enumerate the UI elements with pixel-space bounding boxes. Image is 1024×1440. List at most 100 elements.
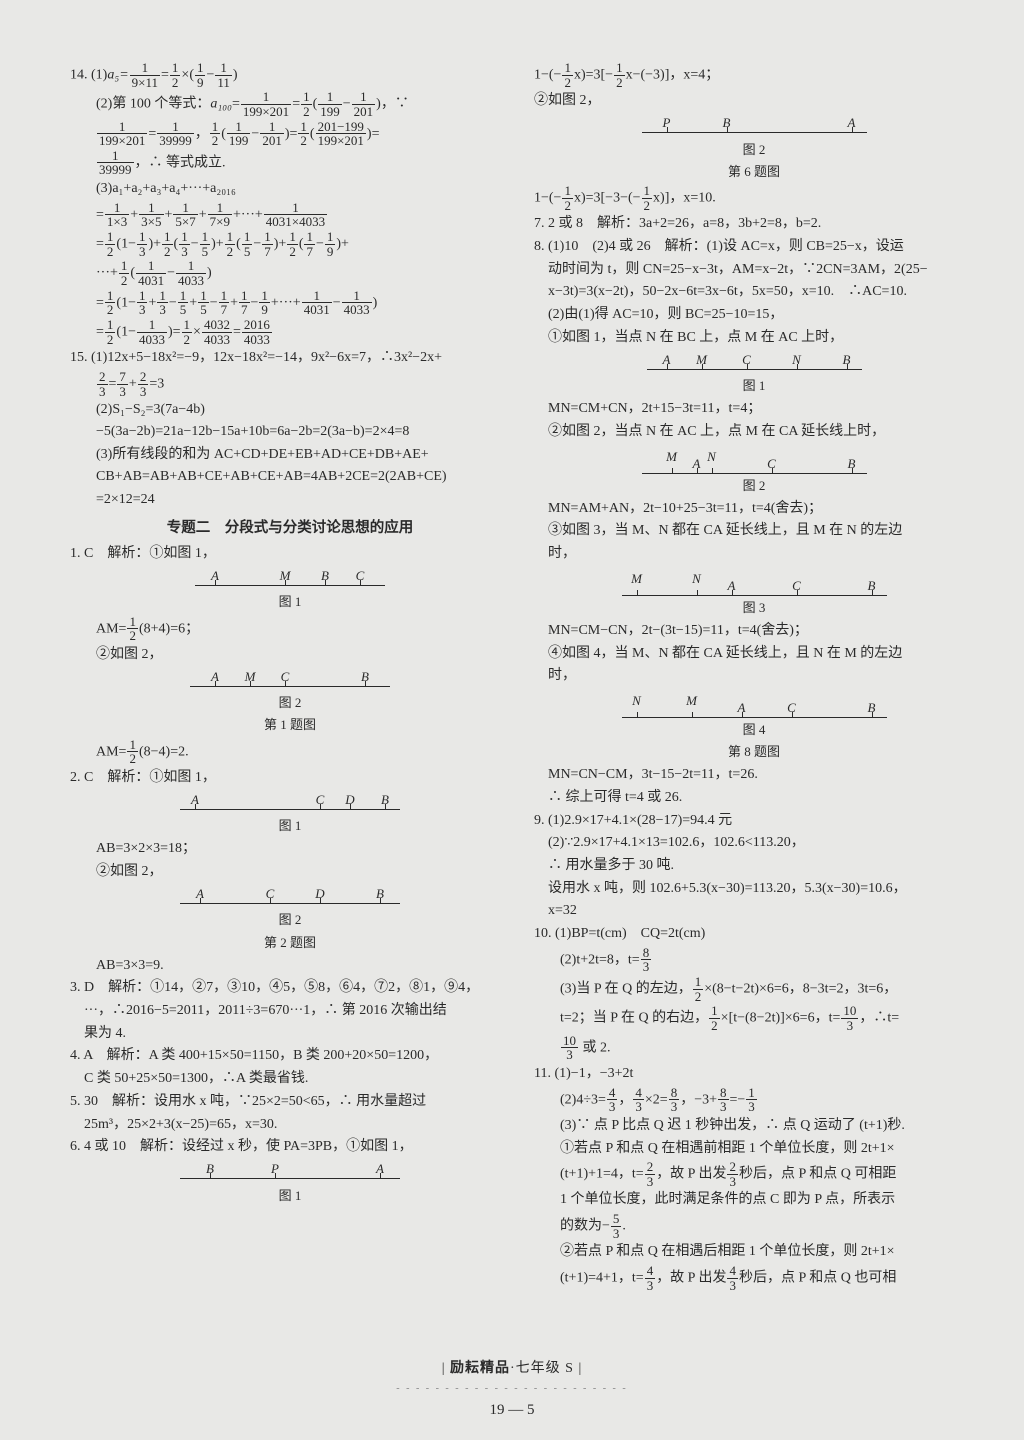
p8-fig4: NMACB图 4第 8 题图 [534, 691, 974, 762]
footer-dash: - - - - - - - - - - - - - - - - - - - - … [0, 1381, 1024, 1397]
q14-10: =12(1−14033)=12×40324033=20164033 [70, 318, 510, 346]
p4a: 4. A 解析：A 类 400+15×50=1150，B 类 200+20×50… [70, 1045, 510, 1067]
q15-3a: (3)所有线段的和为 AC+CD+DE+EB+AD+CE+DB+AE+ [70, 444, 510, 466]
p8-l2: MN=AM+AN，2t−10+25−3t=11，t=4(舍去)； [534, 498, 974, 520]
p8-2e: ④如图 4，当 M、N 都在 CA 延长线上，且 N 在 M 的左边 [534, 643, 974, 665]
q14-3: 1199×201=139999，12(1199−1201)=12(201−199… [70, 120, 510, 148]
p10-2: (2)t+2t=8，t=83 [534, 946, 974, 974]
q15-3c: =2×12=24 [70, 489, 510, 511]
frac: 12 [170, 61, 181, 89]
p11-3b: ①若点 P 和点 Q 在相遇前相距 1 个单位长度，则 2t+1× [534, 1138, 974, 1160]
p7: 7. 2 或 8 解析：3a+2=26，a=8，3b+2=8，b=2. [534, 213, 974, 235]
p1-fig1: AMBC图 1 [70, 569, 510, 613]
p11-3j: (t+1)=4+1，t=43，故 P 出发43秒后，点 P 和点 Q 也可相 [534, 1264, 974, 1292]
p9-2a: (2)∵2.9×17+4.1×13=102.6，102.6<113.20， [534, 832, 974, 854]
footer-text: ·七年级 S | [510, 1361, 582, 1376]
r1: 1−(−12x)=3[−12x−(−3)]，x=4； [534, 61, 974, 89]
q14-7: =12(1−13)+12(13−15)+12(15−17)+12(17−19)+ [70, 230, 510, 258]
p11-2: (2)4÷3=43，43×2=83，−3+83=−13 [534, 1086, 974, 1114]
frac: 19×11 [130, 61, 160, 89]
p1-am1: AM=12(8+4)=6； [70, 615, 510, 643]
p8-2a: (2)由(1)得 AC=10，则 BC=25−10=15， [534, 304, 974, 326]
frac: 1199×201 [241, 90, 291, 118]
q14-1: 14. (1)a₅=19×11=12×(19−111) [70, 61, 510, 89]
p11-3g: 的数为−53. [534, 1212, 974, 1240]
p1-fig2: AMCB图 2第 1 题图 [70, 670, 510, 736]
p10-1: 10. (1)BP=t(cm) CQ=2t(cm) [534, 923, 974, 945]
q15-2: (2)S₁−S₂=3(7a−4b)−5(3a−2b)=21a−12b−15a+1… [70, 399, 510, 442]
p11-3a: (3)∵ 点 P 比点 Q 迟 1 秒钟出发，∴ 点 Q 运动了 (t+1)秒. [534, 1115, 974, 1137]
p2-line2: AB=3×3=9. [70, 955, 510, 977]
p9-2b: ∴ 用水量多于 30 吨. [534, 855, 974, 877]
p2-mid: ②如图 2， [70, 861, 510, 883]
footer-text: | [442, 1361, 450, 1376]
text: 14. (1) [70, 67, 107, 82]
p10-3c: t=2；当 P 在 Q 的右边，12×[t−(8−2t)]×6=6，t=103，… [534, 1004, 974, 1032]
p5b: 25m³，25×2+3(x−25)=65，x=30. [70, 1114, 510, 1136]
two-column-layout: 14. (1)a₅=19×11=12×(19−111) (2)第 100 个等式… [70, 60, 974, 1293]
page-number: 19 — 5 [0, 1399, 1024, 1422]
p8-l3: MN=CM−CN，2t−(3t−15)=11，t=4(舍去)； [534, 620, 974, 642]
p10-3f: 103 或 2. [534, 1034, 974, 1062]
p4b: C 类 50+25×50=1300，∴A 类最省钱. [70, 1068, 510, 1090]
p2-line1: AB=3×2×3=18； [70, 838, 510, 860]
p5a: 5. 30 解析：设用水 x 吨，∵25×2=50<65，∴ 用水量超过 [70, 1091, 510, 1113]
p8-l1: MN=CM+CN，2t+15−3t=11，t=4； [534, 398, 974, 420]
q14-6: =11×3+13×5+15×7+17×9+···+14031×4033 [70, 201, 510, 229]
p2-fig1: ACDB图 1 [70, 793, 510, 837]
p10-3a: (3)当 P 在 Q 的左边，12×(8−t−2t)×6=6，8−3t=2，3t… [534, 975, 974, 1003]
p9-2d: x=32 [534, 900, 974, 922]
left-column: 14. (1)a₅=19×11=12×(19−111) (2)第 100 个等式… [70, 60, 510, 1293]
p8-2b: ①如图 1，当点 N 在 BC 上，点 M 在 AC 上时， [534, 327, 974, 349]
r-fig-top: PBA图 2第 6 题图 [534, 116, 974, 182]
p8-2d2: 时， [534, 543, 974, 565]
p8-l4: MN=CN−CM，3t−15−2t=11，t=26. [534, 764, 974, 786]
p8-fig3: MNACB图 3 [534, 569, 974, 618]
right-column: 1−(−12x)=3[−12x−(−3)]，x=4； ②如图 2， PBA图 2… [534, 60, 974, 1293]
r2: ②如图 2， [534, 90, 974, 112]
footer-brand: 励耘精品 [450, 1361, 510, 1376]
p8-fig1: AMCNB图 1 [534, 352, 974, 396]
q14-2: (2)第 100 个等式：a₁₀₀=1199×201=12(1199−1201)… [70, 90, 510, 118]
var: a₁₀₀ [210, 97, 232, 112]
var: a₅= [107, 67, 128, 82]
text: ×( [181, 67, 194, 82]
p8-2e2: 时， [534, 665, 974, 687]
p11-3f: 1 个单位长度，此时满足条件的点 C 即为 P 点，所表示 [534, 1189, 974, 1211]
q14-9: =12(1−13+13−15+15−17+17−19+···+14031−140… [70, 289, 510, 317]
p8-1b: 动时间为 t，则 CN=25−x−3t，AM=x−2t，∵2CN=3AM，2(2… [534, 259, 974, 281]
p1-am2: AM=12(8−4)=2. [70, 738, 510, 766]
q14-8: ···+12(14031−14033) [70, 259, 510, 287]
text: (2)第 100 个等式： [96, 97, 210, 112]
p8-2d: ③如图 3，当 M、N 都在 CA 延长线上，且 M 在 N 的左边 [534, 520, 974, 542]
q14-4: 139999，∴ 等式成立. [70, 149, 510, 177]
minus: − [206, 67, 214, 82]
q14-5: (3)a₁+a₂+a₃+a₄+···+a₂₀₁₆ [70, 178, 510, 200]
q15-1b: 23=73+23=3 [70, 370, 510, 398]
q15-3b: CB+AB=AB+AB+CE+AB+CE+AB=4AB+2CE=2(2AB+CE… [70, 466, 510, 488]
page-footer: | 励耘精品·七年级 S | - - - - - - - - - - - - -… [0, 1358, 1024, 1422]
q15-1: 15. (1)12x+5−18x²=−9，12x−18x²=−14，9x²−6x… [70, 347, 510, 369]
p6-fig1: BPA图 1 [70, 1162, 510, 1206]
p11-3i: ②若点 P 和点 Q 在相遇后相距 1 个单位长度，则 2t+1× [534, 1241, 974, 1263]
p1-label: 1. C 解析：①如图 1， [70, 543, 510, 565]
p11-1: 11. (1)−1，−3+2t [534, 1063, 974, 1085]
p9-1: 9. (1)2.9×17+4.1×(28−17)=94.4 元 [534, 810, 974, 832]
p2-label: 2. C 解析：①如图 1， [70, 767, 510, 789]
p8-1a: 8. (1)10 (2)4 或 26 解析：(1)设 AC=x，则 CB=25−… [534, 236, 974, 258]
p1-mid: ②如图 2， [70, 644, 510, 666]
frac: 19 [195, 61, 206, 89]
frac: 111 [215, 61, 232, 89]
p6a: 6. 4 或 10 解析：设经过 x 秒，使 PA=3PB，①如图 1， [70, 1136, 510, 1158]
r3: 1−(−12x)=3[−3−(−12x)]，x=10. [534, 184, 974, 212]
eq: = [161, 67, 169, 82]
text: ) [233, 67, 238, 82]
p8-2c: ②如图 2，当点 N 在 AC 上，点 M 在 CA 延长线上时， [534, 421, 974, 443]
p8-1c: x−3t)=3(x−2t)，50−2x−6t=3x−6t，5x=50，x=10.… [534, 281, 974, 303]
p8-end: ∴ 综上可得 t=4 或 26. [534, 787, 974, 809]
p11-3c: (t+1)+1=4，t=23，故 P 出发23秒后，点 P 和点 Q 可相距 [534, 1160, 974, 1188]
p8-fig2: MNACB图 2 [534, 447, 974, 496]
section-2-title: 专题二 分段式与分类讨论思想的应用 [70, 517, 510, 539]
p2-fig2: ACDB图 2第 2 题图 [70, 887, 510, 953]
p3b: ···，∴2016−5=2011，2011÷3=670···1，∴ 第 2016… [70, 1000, 510, 1022]
